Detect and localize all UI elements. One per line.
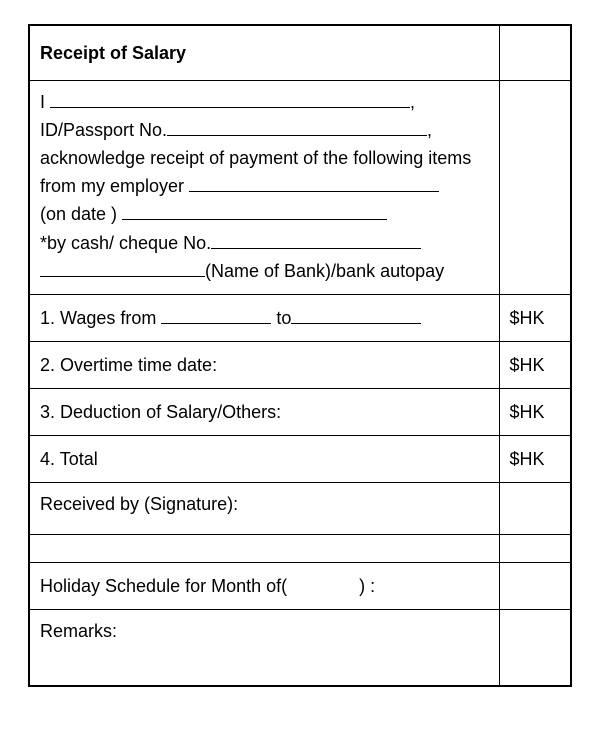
holiday-prefix: Holiday Schedule for Month of(: [40, 576, 287, 596]
holiday-suffix: ) :: [359, 576, 375, 596]
employer-blank[interactable]: [189, 174, 439, 192]
id-suffix: ,: [427, 120, 432, 140]
deduction-amount[interactable]: $HK: [499, 388, 571, 435]
overtime-row: 2. Overtime time date:: [29, 341, 499, 388]
received-by-blank[interactable]: [499, 483, 571, 535]
remarks-amount: [499, 610, 571, 686]
remarks-row[interactable]: Remarks:: [29, 610, 499, 686]
wages-row: 1. Wages from to: [29, 294, 499, 341]
ondate-blank[interactable]: [122, 202, 387, 220]
id-blank[interactable]: [167, 118, 427, 136]
spacer-row: [29, 535, 499, 563]
id-label: ID/Passport No.: [40, 120, 167, 140]
wages-label-mid: to: [271, 308, 291, 328]
wages-label-prefix: 1. Wages from: [40, 308, 161, 328]
salary-receipt-form: Receipt of Salary I , ID/Passport No., a…: [0, 0, 600, 687]
received-by-row: Received by (Signature):: [29, 483, 499, 535]
declaration-amount-blank: [499, 81, 571, 295]
wages-from-blank[interactable]: [161, 306, 271, 324]
wages-amount[interactable]: $HK: [499, 294, 571, 341]
form-title: Receipt of Salary: [29, 25, 499, 81]
total-row: 4. Total: [29, 436, 499, 483]
employer-label: from my employer: [40, 176, 189, 196]
holiday-amount: [499, 563, 571, 610]
deduction-row: 3. Deduction of Salary/Others:: [29, 388, 499, 435]
declaration-block: I , ID/Passport No., acknowledge receipt…: [29, 81, 499, 295]
cheque-blank[interactable]: [211, 231, 421, 249]
total-amount[interactable]: $HK: [499, 436, 571, 483]
bank-suffix: (Name of Bank)/bank autopay: [205, 261, 444, 281]
bank-blank[interactable]: [40, 259, 205, 277]
decl-i-suffix: ,: [410, 92, 415, 112]
title-amount-blank: [499, 25, 571, 81]
spacer-amount: [499, 535, 571, 563]
form-table: Receipt of Salary I , ID/Passport No., a…: [28, 24, 572, 687]
cheque-label: *by cash/ cheque No.: [40, 233, 211, 253]
overtime-amount[interactable]: $HK: [499, 341, 571, 388]
ack-line: acknowledge receipt of payment of the fo…: [40, 145, 489, 171]
ondate-label: (on date ): [40, 204, 122, 224]
holiday-row: Holiday Schedule for Month of( ) :: [29, 563, 499, 610]
name-blank[interactable]: [50, 90, 410, 108]
wages-to-blank[interactable]: [291, 306, 421, 324]
decl-i-prefix: I: [40, 92, 50, 112]
